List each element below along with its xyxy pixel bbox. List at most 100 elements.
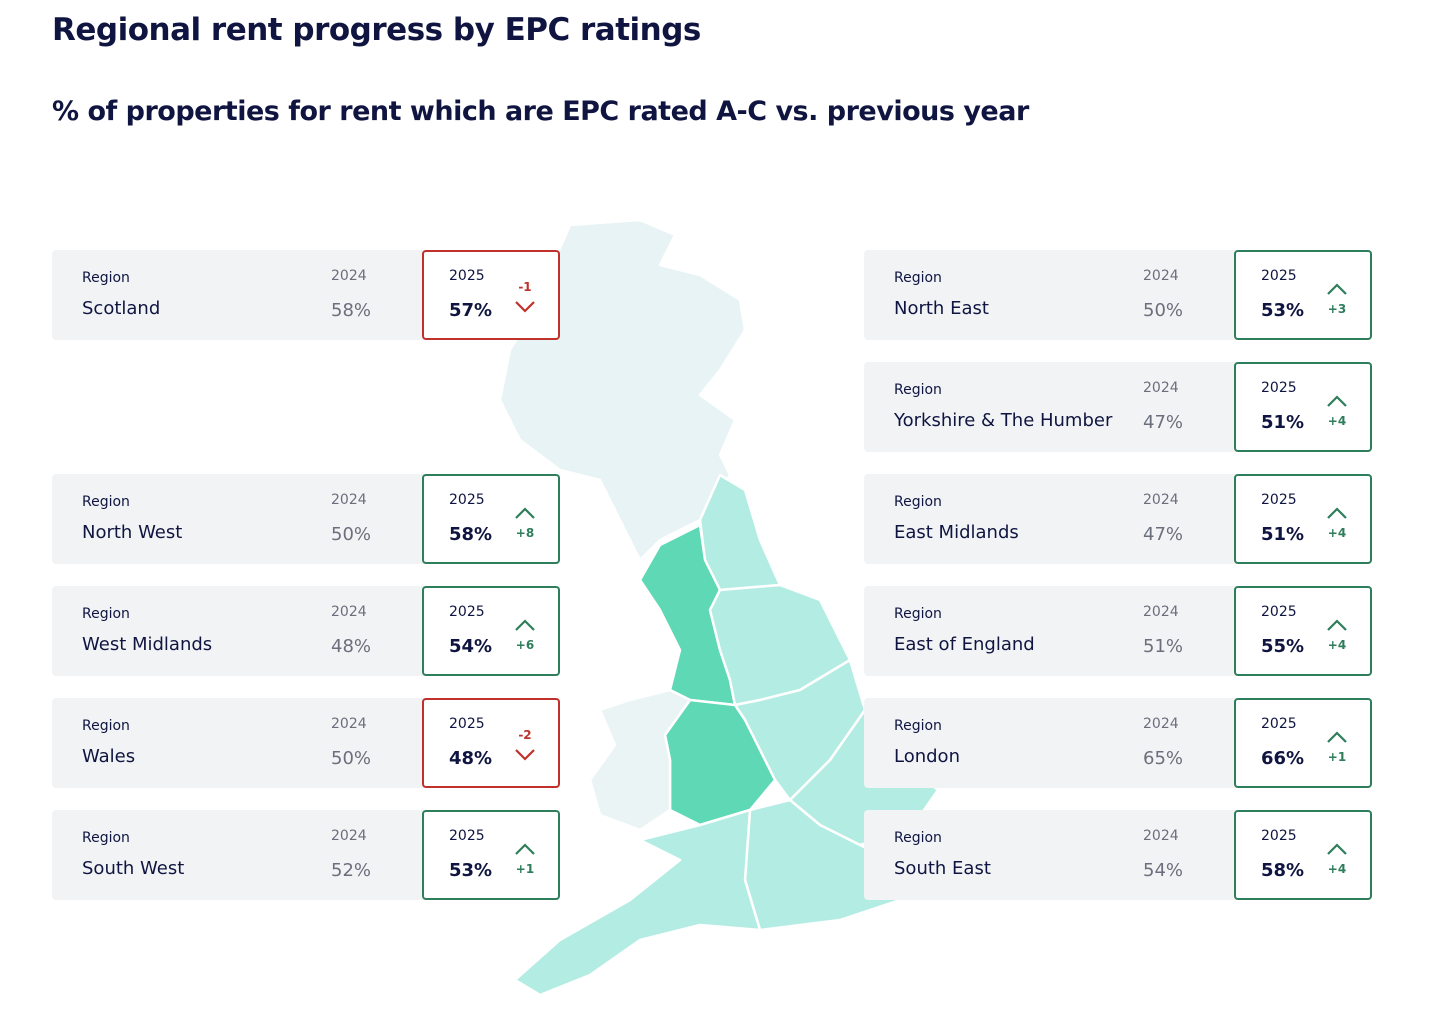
region-card: Region London 2024 65% 2025 66% +1 <box>864 698 1372 788</box>
trend-arrow <box>1327 843 1347 855</box>
change: +4 <box>1327 526 1347 540</box>
change: +4 <box>1327 638 1347 652</box>
card-background <box>864 810 1236 900</box>
previous-year: 2024 <box>331 716 367 732</box>
card-background <box>864 474 1236 564</box>
card-background <box>52 698 424 788</box>
region-label: Region <box>82 270 130 286</box>
previous-year: 2024 <box>1143 268 1179 284</box>
region-card: Region South East 2024 54% 2025 58% +4 <box>864 810 1372 900</box>
previous-value: 47% <box>1143 412 1184 433</box>
previous-year: 2024 <box>331 268 367 284</box>
trend-arrow <box>515 843 535 855</box>
previous-value: 51% <box>1143 636 1184 657</box>
current-box: 2025 48% -2 <box>422 698 560 788</box>
region-label: Region <box>82 830 130 846</box>
trend-arrow <box>515 749 535 761</box>
previous-year: 2024 <box>331 492 367 508</box>
region-name: Wales <box>82 746 136 767</box>
previous-value: 58% <box>331 300 372 321</box>
current-year: 2025 <box>1261 604 1297 620</box>
region-card: Region East Midlands 2024 47% 2025 51% +4 <box>864 474 1372 564</box>
current-box: 2025 58% +4 <box>1234 810 1372 900</box>
card-background <box>864 586 1236 676</box>
trend-arrow <box>1327 395 1347 407</box>
region-name: West Midlands <box>82 634 213 655</box>
change: +4 <box>1327 414 1347 428</box>
current-value: 57% <box>449 300 493 321</box>
previous-value: 65% <box>1143 748 1184 769</box>
current-box: 2025 53% +3 <box>1234 250 1372 340</box>
current-value: 51% <box>1261 412 1305 433</box>
current-value: 54% <box>449 636 493 657</box>
previous-year: 2024 <box>1143 716 1179 732</box>
region-name: Yorkshire & The Humber <box>894 410 1113 431</box>
region-card: Region North East 2024 50% 2025 53% +3 <box>864 250 1372 340</box>
current-box: 2025 66% +1 <box>1234 698 1372 788</box>
subtitle: % of properties for rent which are EPC r… <box>52 96 1029 127</box>
change: +6 <box>515 638 535 652</box>
change: +1 <box>515 862 535 876</box>
wales-shape <box>588 688 692 832</box>
trend-arrow <box>1327 619 1347 631</box>
current-box: 2025 51% +4 <box>1234 474 1372 564</box>
previous-value: 52% <box>331 860 372 881</box>
previous-year: 2024 <box>331 604 367 620</box>
change: -2 <box>518 728 532 742</box>
region-label: Region <box>894 606 942 622</box>
current-year: 2025 <box>449 828 485 844</box>
trend-arrow <box>515 301 535 313</box>
current-value: 66% <box>1261 748 1305 769</box>
previous-value: 54% <box>1143 860 1184 881</box>
current-year: 2025 <box>449 716 485 732</box>
card-background <box>52 810 424 900</box>
region-label: Region <box>894 718 942 734</box>
previous-year: 2024 <box>1143 492 1179 508</box>
region-label: Region <box>894 830 942 846</box>
trend-arrow <box>1327 283 1347 295</box>
current-year: 2025 <box>1261 268 1297 284</box>
region-card: Region West Midlands 2024 48% 2025 54% +6 <box>52 586 560 676</box>
current-value: 55% <box>1261 636 1305 657</box>
previous-year: 2024 <box>1143 380 1179 396</box>
card-background <box>864 362 1236 452</box>
region-name: Scotland <box>82 298 161 319</box>
current-value: 58% <box>1261 860 1305 881</box>
region-label: Region <box>82 718 130 734</box>
change: +1 <box>1327 750 1347 764</box>
region-card: Region North West 2024 50% 2025 58% +8 <box>52 474 560 564</box>
card-background <box>864 250 1236 340</box>
change: +4 <box>1327 862 1347 876</box>
trend-arrow <box>515 507 535 519</box>
previous-value: 47% <box>1143 524 1184 545</box>
current-year: 2025 <box>1261 828 1297 844</box>
current-box: 2025 51% +4 <box>1234 362 1372 452</box>
region-label: Region <box>894 494 942 510</box>
previous-value: 48% <box>331 636 372 657</box>
current-box: 2025 53% +1 <box>422 810 560 900</box>
current-year: 2025 <box>449 268 485 284</box>
region-label: Region <box>82 494 130 510</box>
region-card: Region South West 2024 52% 2025 53% +1 <box>52 810 560 900</box>
region-name: East of England <box>894 634 1035 655</box>
previous-year: 2024 <box>331 828 367 844</box>
title: Regional rent progress by EPC ratings <box>52 12 701 48</box>
current-year: 2025 <box>449 604 485 620</box>
region-label: Region <box>894 382 942 398</box>
current-value: 51% <box>1261 524 1305 545</box>
current-year: 2025 <box>1261 716 1297 732</box>
current-year: 2025 <box>449 492 485 508</box>
previous-value: 50% <box>1143 300 1184 321</box>
region-name: South East <box>894 858 991 879</box>
previous-year: 2024 <box>1143 604 1179 620</box>
region-name: South West <box>82 858 185 879</box>
trend-arrow <box>1327 507 1347 519</box>
trend-arrow <box>515 619 535 631</box>
card-background <box>52 474 424 564</box>
region-card: Region Yorkshire & The Humber 2024 47% 2025 5… <box>864 362 1372 452</box>
trend-arrow <box>1327 731 1347 743</box>
previous-value: 50% <box>331 524 372 545</box>
region-card: Region East of England 2024 51% 2025 55% +4 <box>864 586 1372 676</box>
region-name: East Midlands <box>894 522 1019 543</box>
